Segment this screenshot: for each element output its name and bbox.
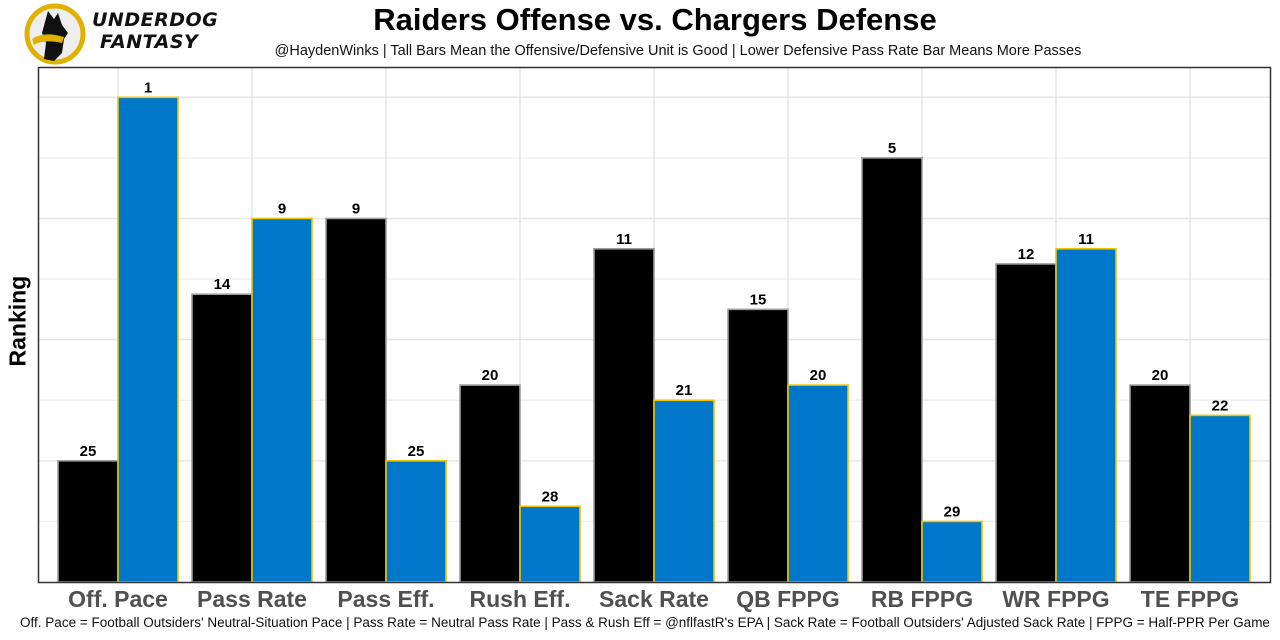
brand-name-line1: UNDERDOG [92,9,219,31]
offense-rank-label: 12 [1018,246,1035,263]
x-tick-label: RB FPPG [871,586,973,612]
offense-rank-label: 14 [214,276,231,293]
underdog-dog-icon [24,3,86,65]
x-tick-labels: Off. Pace Pass Rate Pass Eff. Rush Eff. Sack… [68,586,1239,612]
chart-caption: Off. Pace = Football Outsiders' Neutral-… [20,615,1270,630]
x-tick-label: Rush Eff. [470,586,571,612]
defense-bar [251,217,313,583]
x-tick-label: Pass Rate [197,586,307,612]
offense-bar [57,460,119,583]
offense-bar [727,308,789,583]
chart-title: Raiders Offense vs. Chargers Defense [373,2,937,37]
defense-rank-label: 9 [278,200,286,217]
offense-rank-label: 15 [750,291,767,308]
x-tick-label: QB FPPG [736,586,840,612]
plot-frame [37,66,1272,584]
offense-rank-label: 5 [888,140,896,157]
underdog-fantasy-logo: UNDERDOG FANTASY [24,3,234,65]
data-labels: 25 1 14 9 9 25 20 28 11 21 15 20 5 29 12 11 20 22 [80,79,1229,520]
offense-bar [593,247,655,583]
offense-bar [191,293,253,583]
defense-rank-label: 1 [144,79,152,96]
x-tick-label: TE FPPG [1141,586,1239,612]
defense-bar [117,96,179,583]
x-tick-label: Sack Rate [599,586,709,612]
offense-bar [459,384,521,583]
x-tick-label: Off. Pace [68,586,168,612]
defense-rank-label: 20 [810,367,827,384]
defense-rank-label: 29 [944,503,961,520]
defense-bar [1055,247,1117,583]
offense-rank-label: 20 [482,367,499,384]
offense-bar [1129,384,1191,583]
offense-rank-label: 25 [80,443,97,460]
x-tick-label: WR FPPG [1002,586,1109,612]
offense-bar [861,157,923,583]
defense-rank-label: 22 [1212,397,1229,414]
defense-bar [519,505,581,583]
defense-bar [385,460,447,583]
defense-rank-label: 28 [542,488,559,505]
offense-bar [325,217,387,583]
chart-subtitle: @HaydenWinks | Tall Bars Mean the Offens… [274,43,1082,59]
defense-rank-label: 25 [408,443,425,460]
offense-rank-label: 20 [1152,367,1169,384]
offense-rank-label: 11 [616,231,632,248]
x-tick-label: Pass Eff. [337,586,434,612]
bars [57,96,1251,583]
defense-bar [921,520,983,583]
defense-bar [787,384,849,583]
defense-bar [1189,414,1251,583]
defense-rank-label: 11 [1078,231,1094,248]
brand-name-line2: FANTASY [100,31,199,53]
offense-rank-label: 9 [352,200,360,217]
defense-rank-label: 21 [676,382,693,399]
defense-bar [653,399,715,583]
offense-bar [995,263,1057,583]
